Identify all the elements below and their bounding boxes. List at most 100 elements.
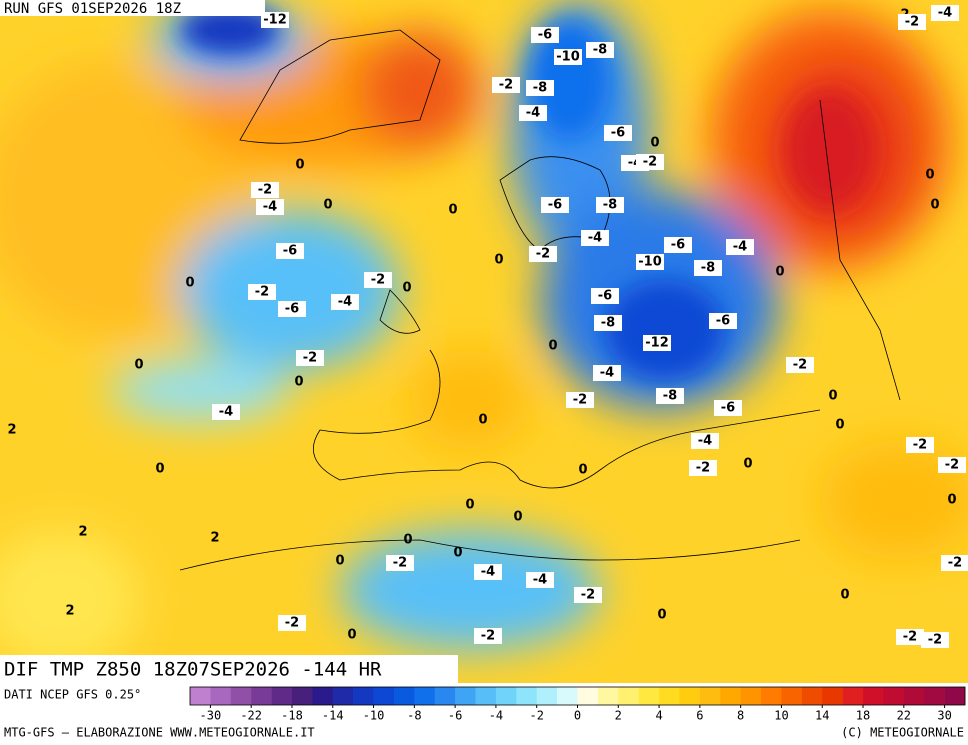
contour-label: 0 <box>775 265 784 280</box>
contour-label: -4 <box>481 565 495 580</box>
colorbar-tick-label: -6 <box>448 709 462 723</box>
color-swatch <box>699 687 721 705</box>
contour-label: -2 <box>913 438 927 453</box>
label-box <box>786 357 814 373</box>
label-box <box>248 284 276 300</box>
colorbar-tick-label: -14 <box>322 709 344 723</box>
label-box <box>474 564 502 580</box>
contour-label: -6 <box>283 244 297 259</box>
colorbar-tick-label: 0 <box>574 709 581 723</box>
contour-label: -4 <box>698 434 712 449</box>
contour-label: 0 <box>335 554 344 569</box>
contour-label: -2 <box>393 556 407 571</box>
label-box <box>643 335 671 351</box>
color-swatch <box>332 687 354 705</box>
contour-label: 0 <box>494 253 503 268</box>
contour-label: -2 <box>793 358 807 373</box>
contour-label: -10 <box>638 255 662 270</box>
contour-label: -2 <box>948 556 962 571</box>
label-box <box>541 197 569 213</box>
colorbar-tick-label: -10 <box>363 709 385 723</box>
label-box <box>276 243 304 259</box>
colorbar-tick-label: -30 <box>200 709 222 723</box>
colorbar-tick-label: -8 <box>407 709 421 723</box>
label-box <box>386 555 414 571</box>
label-box <box>526 572 554 588</box>
contour-label: -2 <box>481 629 495 644</box>
label-box <box>694 260 722 276</box>
color-swatch <box>924 687 945 705</box>
color-swatch <box>944 687 966 705</box>
field-label: DIF TMP Z850 18Z07SEP2026 -144 HR <box>4 659 382 681</box>
contour-label: -6 <box>598 289 612 304</box>
colorbar-tick-label: -2 <box>529 709 543 723</box>
color-swatch <box>618 687 639 705</box>
contour-label: 2 <box>210 531 219 546</box>
contour-label: -4 <box>733 240 747 255</box>
contour-label: -8 <box>601 316 615 331</box>
label-box <box>529 246 557 262</box>
color-swatch <box>863 687 884 705</box>
colorbar-tick-label: 14 <box>815 709 829 723</box>
contour-label: -12 <box>645 336 669 351</box>
label-box <box>714 400 742 416</box>
contour-label: 0 <box>347 628 356 643</box>
label-box <box>586 42 614 58</box>
color-swatch <box>883 687 905 705</box>
colorbar-tick-label: 8 <box>737 709 744 723</box>
contour-label: -2 <box>643 155 657 170</box>
label-box <box>574 587 602 603</box>
colorbar-tick-label: -22 <box>240 709 262 723</box>
contour-label: 0 <box>403 533 412 548</box>
label-box <box>594 315 622 331</box>
contour-label: 0 <box>657 608 666 623</box>
color-swatch <box>455 687 476 705</box>
label-box <box>709 313 737 329</box>
contour-label: -8 <box>663 389 677 404</box>
contour-label: 0 <box>402 281 411 296</box>
contour-label: -2 <box>258 183 272 198</box>
header-box <box>0 0 265 16</box>
label-box <box>474 628 502 644</box>
contour-label: -6 <box>611 126 625 141</box>
label-box <box>726 239 754 255</box>
contour-label: -4 <box>219 405 233 420</box>
contour-label: 2 <box>65 604 74 619</box>
contour-label: -8 <box>603 198 617 213</box>
colorbar-tick-label: 4 <box>655 709 662 723</box>
label-box <box>256 199 284 215</box>
label-box <box>278 615 306 631</box>
contour-label: 0 <box>947 493 956 508</box>
contour-label: 0 <box>835 418 844 433</box>
contour-label: 0 <box>513 510 522 525</box>
contour-label: 0 <box>448 203 457 218</box>
colorbar: -30 -22 -18 -14 -10 -8 -6 -4 -2 0 2 4 6 8 10 14 18 22 30 <box>189 686 966 723</box>
contour-label: 0 <box>650 136 659 151</box>
color-swatch <box>414 687 436 705</box>
label-box <box>526 80 554 96</box>
contour-label: -8 <box>593 43 607 58</box>
color-swatch <box>312 687 334 705</box>
label-box <box>931 5 959 21</box>
color-swatch <box>475 687 497 705</box>
contour-label: -6 <box>548 198 562 213</box>
contour-label: 0 <box>465 498 474 513</box>
label-box <box>604 125 632 141</box>
color-swatch <box>516 687 538 705</box>
label-box <box>531 27 559 43</box>
label-box <box>492 77 520 93</box>
colorbar-tick-label: -4 <box>489 709 503 723</box>
label-box <box>364 272 392 288</box>
colorbar-tick-label: 6 <box>696 709 703 723</box>
contour-label: -2 <box>945 458 959 473</box>
contour-label: -6 <box>716 314 730 329</box>
label-box <box>566 392 594 408</box>
contour-label: -4 <box>588 231 602 246</box>
label-box <box>896 629 924 645</box>
color-swatch <box>271 687 293 705</box>
label-box <box>278 301 306 317</box>
color-swatch <box>557 687 578 705</box>
color-swatch <box>393 687 415 705</box>
label-box <box>212 404 240 420</box>
contour-label: 0 <box>743 457 752 472</box>
